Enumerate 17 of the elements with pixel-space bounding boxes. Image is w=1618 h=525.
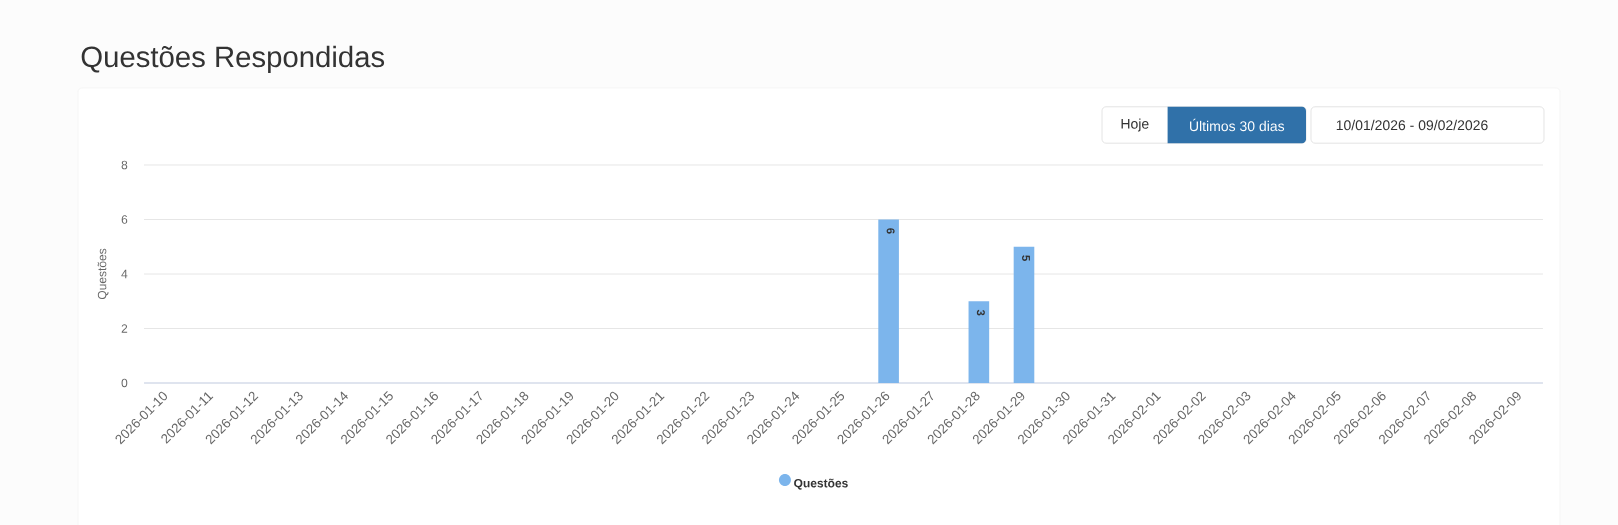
text: 10/01/2026 - 09/02/2026 xyxy=(1336,119,1488,131)
text: Últimos 30 dias xyxy=(1190,118,1285,132)
data-label: 6 xyxy=(886,228,895,234)
data-label: 5 xyxy=(1022,255,1030,261)
y-tick-label: 6 xyxy=(121,215,128,224)
bar xyxy=(1013,246,1035,383)
bar xyxy=(878,219,899,383)
y-tick-label: 0 xyxy=(121,378,128,388)
y-axis-title: Questões xyxy=(97,248,109,300)
bar xyxy=(968,301,990,383)
legend-label: Questões xyxy=(794,478,848,490)
data-label: 3 xyxy=(976,309,985,316)
y-tick-label: 2 xyxy=(121,324,128,333)
y-tick-label: 8 xyxy=(121,160,128,170)
y-tick-label: 4 xyxy=(121,269,128,279)
chart-title: Questões Respondidas xyxy=(81,45,385,74)
text: Hoje xyxy=(1121,118,1149,132)
